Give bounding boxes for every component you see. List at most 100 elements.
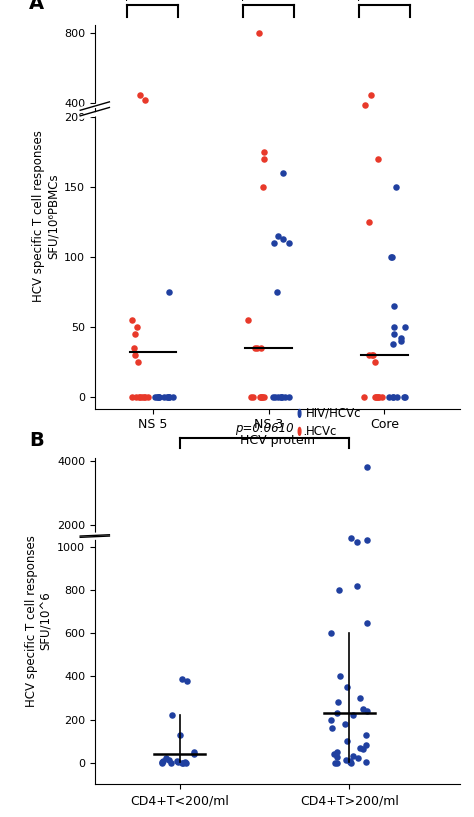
Text: B: B [29, 431, 44, 450]
Point [365, 349, 373, 362]
Point [401, 321, 409, 334]
Point [130, 342, 137, 355]
Point [401, 391, 409, 404]
Text: HIV/HCVc: HIV/HCVc [306, 407, 361, 420]
Point [359, 703, 367, 716]
Point [183, 674, 191, 687]
Point [259, 181, 267, 194]
Point [173, 754, 181, 767]
Point [163, 391, 171, 404]
Point [356, 741, 364, 754]
Point [330, 748, 337, 761]
Point [152, 391, 159, 404]
Text: p=0.0057: p=0.0057 [125, 0, 181, 2]
Point [390, 391, 397, 404]
Point [373, 391, 380, 404]
Point [136, 391, 143, 404]
Point [132, 391, 139, 404]
Point [274, 391, 282, 404]
Point [349, 709, 357, 722]
Point [141, 93, 149, 106]
Point [374, 391, 382, 404]
Point [342, 753, 350, 766]
Point [165, 391, 173, 404]
Text: HCVc: HCVc [306, 425, 337, 438]
Point [285, 391, 293, 404]
Point [131, 328, 138, 341]
Point [279, 233, 287, 246]
Point [179, 757, 187, 770]
Point [364, 704, 371, 717]
Point [343, 734, 351, 748]
Point [364, 616, 371, 629]
Point [258, 391, 266, 404]
Point [261, 153, 268, 166]
Point [356, 691, 364, 704]
Point [256, 391, 264, 404]
Point [354, 535, 361, 548]
Point [145, 391, 152, 404]
Point [397, 332, 405, 345]
Point [277, 391, 284, 404]
Point [155, 391, 163, 404]
Point [159, 754, 167, 767]
Point [400, 391, 408, 404]
Text: A: A [29, 0, 44, 13]
Point [363, 461, 371, 474]
Point [337, 670, 344, 683]
Point [182, 757, 190, 770]
Point [347, 757, 355, 770]
Point [362, 755, 370, 768]
Point [360, 391, 368, 404]
Point [274, 230, 282, 243]
Point [270, 237, 278, 250]
Point [174, 755, 182, 768]
Point [169, 391, 176, 404]
Point [178, 672, 185, 685]
Point [257, 342, 264, 355]
Point [349, 750, 357, 763]
Point [333, 757, 340, 770]
Point [155, 391, 162, 404]
Point [258, 391, 266, 404]
Point [346, 755, 354, 768]
Point [386, 391, 393, 404]
Point [363, 534, 371, 547]
Text: p=0.0610: p=0.0610 [235, 422, 294, 435]
Point [363, 728, 370, 741]
Point [387, 251, 395, 264]
Point [353, 579, 361, 592]
Point [334, 696, 342, 709]
Point [168, 709, 176, 722]
Point [370, 349, 377, 362]
Point [140, 391, 148, 404]
Point [176, 728, 184, 741]
Point [355, 752, 362, 765]
Point [333, 707, 341, 720]
Y-axis label: HCV specific T cell responses
SFU/10^6: HCV specific T cell responses SFU/10^6 [25, 535, 53, 707]
Point [372, 355, 379, 368]
Point [346, 754, 354, 767]
Point [136, 88, 144, 101]
Point [375, 391, 383, 404]
Point [279, 167, 287, 180]
Point [327, 627, 335, 640]
Point [165, 286, 173, 299]
Point [390, 321, 398, 334]
Point [249, 391, 256, 404]
Point [285, 237, 292, 250]
Point [132, 349, 139, 362]
Point [397, 335, 405, 348]
Point [251, 342, 258, 355]
Point [278, 391, 285, 404]
Point [374, 153, 382, 166]
Point [378, 391, 385, 404]
Point [389, 337, 396, 350]
Point [128, 314, 136, 327]
Point [162, 752, 170, 765]
Point [161, 391, 168, 404]
Point [182, 755, 189, 768]
Point [335, 583, 343, 596]
Point [270, 391, 277, 404]
Point [141, 391, 148, 404]
